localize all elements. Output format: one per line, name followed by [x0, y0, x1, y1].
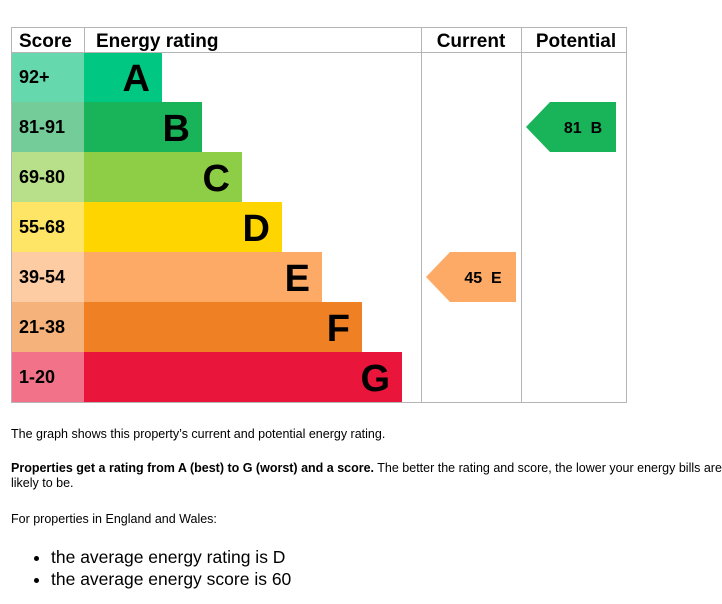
- score-range-b: 81-91: [19, 117, 65, 137]
- score-range-a: 92+: [19, 67, 50, 87]
- current-arrow: [426, 252, 516, 302]
- header-current: Current: [437, 31, 506, 52]
- rating-bar-g: [84, 352, 402, 402]
- rating-bar-d: [84, 202, 282, 252]
- average-score-item: the average energy score is 60: [51, 568, 291, 590]
- score-cell-c: [11, 152, 84, 202]
- description-rating-rest: The better the rating and score, the low…: [11, 461, 722, 490]
- rating-letter-a: A: [123, 58, 150, 100]
- score-cell-e: [11, 252, 84, 302]
- rating-bar-c: [84, 152, 242, 202]
- rating-letter-f: F: [327, 308, 350, 350]
- description-rating-bold: Properties get a rating from A (best) to…: [11, 461, 375, 475]
- rating-bar-e: [84, 252, 322, 302]
- score-range-c: 69-80: [19, 167, 65, 187]
- header-energy-rating: Energy rating: [96, 31, 218, 52]
- description-graph: The graph shows this property’s current …: [11, 427, 386, 441]
- header-score: Score: [19, 31, 72, 52]
- score-cell-f: [11, 302, 84, 352]
- average-rating-item: the average energy rating is D: [51, 546, 291, 568]
- energy-rating-chart: 92+ A81-91 B69-80 C55-68 D39-54 E21-38 F1-20 G …: [11, 27, 627, 403]
- score-cell-a: [11, 52, 84, 102]
- score-cell-g: [11, 352, 84, 402]
- rating-letter-c: C: [203, 158, 230, 200]
- rating-letter-d: D: [243, 208, 270, 250]
- rating-bar-f: [84, 302, 362, 352]
- score-range-d: 55-68: [19, 217, 65, 237]
- potential-arrow: [526, 102, 616, 152]
- score-range-e: 39-54: [19, 267, 65, 287]
- current-rating-label: 45 E: [464, 270, 502, 287]
- rating-bar-b: [84, 102, 202, 152]
- description-region: For properties in England and Wales:: [11, 512, 217, 526]
- rating-letter-e: E: [285, 258, 310, 300]
- header-potential: Potential: [536, 31, 616, 52]
- rating-bar-a: [84, 52, 162, 102]
- average-list: the average energy rating is D the avera…: [11, 546, 291, 590]
- description-rating: Properties get a rating from A (best) to…: [11, 461, 722, 491]
- score-range-g: 1-20: [19, 367, 55, 387]
- rating-letter-b: B: [163, 108, 190, 150]
- rating-letter-g: G: [360, 358, 390, 400]
- score-cell-d: [11, 202, 84, 252]
- score-cell-b: [11, 102, 84, 152]
- potential-rating-label: 81 B: [564, 120, 602, 137]
- score-range-f: 21-38: [19, 317, 65, 337]
